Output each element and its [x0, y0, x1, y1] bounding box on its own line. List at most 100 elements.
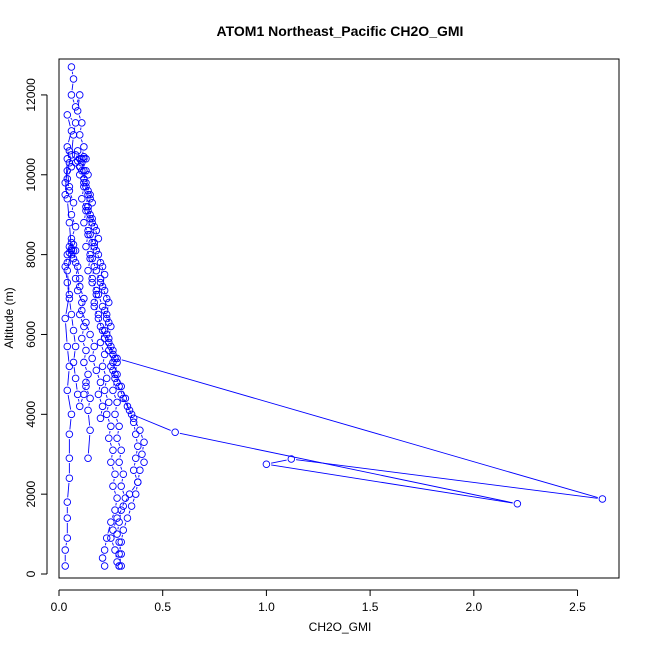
data-point	[107, 422, 115, 431]
data-point	[102, 534, 111, 542]
data-point	[127, 502, 136, 510]
series-segment	[67, 275, 70, 290]
data-point	[65, 218, 74, 227]
data-point	[115, 518, 123, 526]
data-point	[82, 318, 90, 327]
series-segment	[95, 247, 98, 251]
series-segment	[111, 514, 114, 518]
data-point	[90, 302, 99, 311]
data-point	[127, 410, 136, 419]
data-point	[94, 310, 103, 319]
data-point	[125, 490, 134, 498]
data-point	[84, 202, 92, 211]
data-point	[131, 430, 140, 439]
data-point	[69, 75, 78, 83]
series-segment	[76, 267, 79, 275]
data-point	[105, 434, 113, 443]
series-segment	[91, 338, 94, 343]
data-point	[61, 314, 69, 323]
data-point	[113, 558, 121, 566]
data-point	[129, 414, 138, 423]
data-point	[111, 470, 119, 478]
series-segment	[107, 418, 110, 422]
series-segment	[114, 394, 116, 398]
data-point	[82, 382, 90, 391]
data-point	[78, 167, 86, 175]
series-segment	[80, 318, 83, 323]
data-point	[117, 538, 125, 546]
x-axis-label: CH2O_GMI	[309, 620, 372, 634]
data-point	[67, 310, 76, 319]
y-tick-label: 6000	[24, 321, 38, 348]
series-segment	[85, 366, 87, 371]
series-segment	[103, 310, 106, 315]
series-segment	[78, 294, 81, 299]
series-segment	[67, 203, 70, 218]
data-point	[63, 143, 72, 151]
data-point	[80, 390, 88, 399]
series-layer	[61, 63, 607, 570]
series-segment	[99, 398, 102, 402]
data-point	[98, 362, 107, 371]
series-segment	[80, 290, 83, 295]
data-point	[94, 250, 103, 259]
data-point	[88, 274, 96, 283]
data-point	[111, 374, 119, 383]
data-point	[107, 322, 115, 331]
series-segment	[101, 346, 104, 351]
data-point	[117, 550, 125, 558]
data-point	[92, 286, 101, 295]
series-segment	[107, 526, 111, 534]
data-point	[65, 248, 74, 257]
data-point	[67, 163, 76, 171]
data-point	[138, 450, 146, 458]
data-point	[84, 266, 92, 275]
data-point	[71, 258, 80, 267]
data-point	[109, 526, 117, 534]
data-point	[73, 107, 82, 115]
data-point	[136, 466, 144, 474]
data-point	[171, 428, 179, 437]
data-point	[67, 63, 76, 71]
data-point	[113, 530, 121, 538]
data-point	[136, 426, 144, 435]
data-point	[67, 250, 76, 259]
series-segment	[87, 435, 91, 454]
data-point	[102, 410, 111, 419]
series-segment	[111, 466, 114, 470]
data-point	[94, 390, 103, 399]
data-point	[63, 498, 72, 506]
data-point	[113, 494, 121, 502]
series-segment	[82, 175, 85, 179]
data-point	[86, 394, 94, 403]
data-point	[65, 186, 74, 195]
series-segment	[93, 263, 96, 267]
data-point	[75, 310, 84, 319]
data-point	[82, 179, 90, 187]
data-point	[82, 155, 90, 163]
data-point	[113, 354, 121, 363]
series-segment	[107, 318, 110, 323]
data-point	[123, 402, 132, 411]
series-segment	[87, 251, 89, 255]
series-segment	[69, 419, 72, 430]
data-point	[78, 194, 86, 203]
series-segment	[135, 422, 139, 427]
data-point	[86, 194, 94, 203]
series-segment	[68, 119, 71, 127]
data-point	[121, 494, 130, 502]
data-point	[105, 398, 113, 407]
data-point	[115, 538, 123, 546]
series-segment	[271, 464, 513, 504]
series-segment	[99, 259, 102, 263]
data-point	[82, 183, 90, 191]
series-segment	[87, 326, 89, 331]
data-point	[71, 274, 80, 283]
data-point	[100, 270, 109, 279]
series-segment	[122, 490, 125, 494]
data-point	[67, 244, 76, 253]
data-point	[80, 167, 88, 175]
data-point	[105, 338, 113, 347]
y-axis: 0 2000 4000 6000 8000 10000 12000	[24, 78, 48, 577]
data-point	[69, 246, 78, 255]
